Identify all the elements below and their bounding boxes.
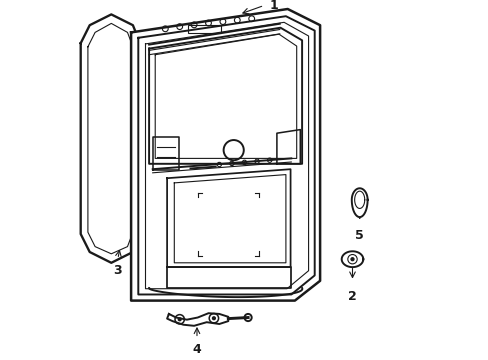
Polygon shape — [351, 188, 367, 217]
Text: 1: 1 — [269, 0, 278, 12]
Polygon shape — [149, 28, 302, 164]
Text: 4: 4 — [192, 343, 201, 356]
Polygon shape — [167, 313, 228, 326]
Text: 5: 5 — [355, 229, 364, 242]
Circle shape — [177, 317, 182, 321]
Text: 2: 2 — [347, 290, 356, 303]
Text: 3: 3 — [113, 264, 122, 276]
Polygon shape — [131, 9, 320, 301]
Circle shape — [211, 316, 216, 320]
Polygon shape — [341, 251, 363, 267]
Circle shape — [350, 258, 353, 261]
